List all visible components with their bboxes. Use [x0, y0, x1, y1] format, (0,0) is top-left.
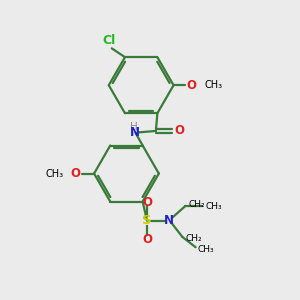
Text: O: O	[142, 196, 152, 209]
Text: CH₃: CH₃	[205, 80, 223, 90]
Text: O: O	[174, 124, 184, 137]
Text: O: O	[187, 79, 197, 92]
Text: CH₂: CH₂	[186, 234, 202, 243]
Text: O: O	[71, 167, 81, 180]
Text: H: H	[130, 122, 138, 132]
Text: O: O	[142, 233, 152, 246]
Text: Cl: Cl	[102, 34, 116, 47]
Text: CH₃: CH₃	[45, 169, 63, 178]
Text: S: S	[142, 214, 152, 227]
Text: N: N	[130, 126, 140, 139]
Text: CH₂: CH₂	[189, 200, 206, 209]
Text: CH₃: CH₃	[198, 245, 214, 254]
Text: CH₃: CH₃	[205, 202, 222, 211]
Text: N: N	[164, 214, 174, 227]
